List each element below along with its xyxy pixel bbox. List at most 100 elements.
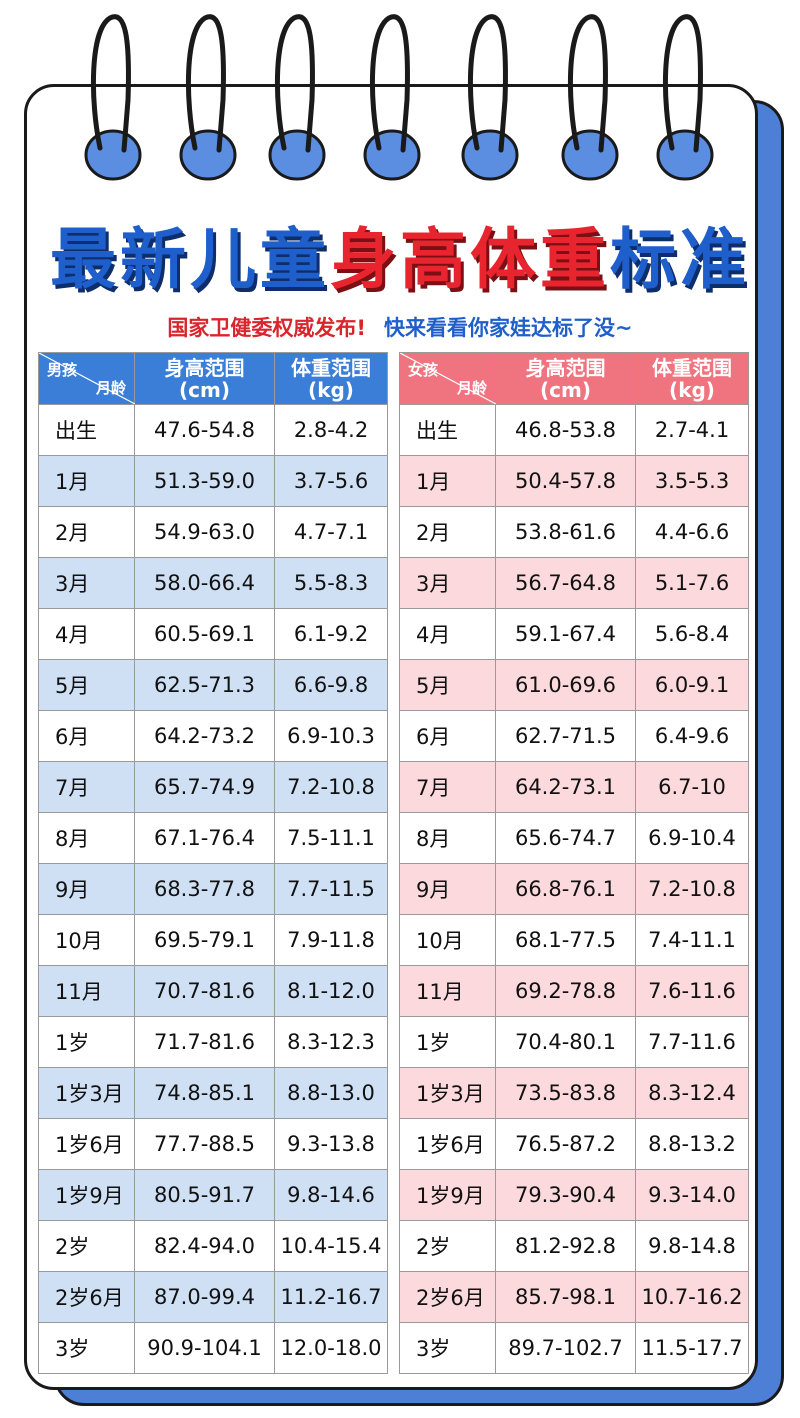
height-cell: 90.9-104.1 <box>134 1322 275 1374</box>
table-row: 11月 69.2-78.8 7.6-11.6 <box>399 965 749 1017</box>
weight-cell: 6.0-9.1 <box>635 659 749 711</box>
height-cell: 71.7-81.6 <box>134 1016 275 1068</box>
weight-cell: 6.1-9.2 <box>274 608 388 660</box>
weight-cell: 12.0-18.0 <box>274 1322 388 1374</box>
table-row: 6月 62.7-71.5 6.4-9.6 <box>399 710 749 762</box>
age-cell: 1岁6月 <box>399 1118 496 1170</box>
height-cell: 64.2-73.1 <box>495 761 636 813</box>
weight-cell: 7.4-11.1 <box>635 914 749 966</box>
table-row: 7月 64.2-73.1 6.7-10 <box>399 761 749 813</box>
height-cell: 70.7-81.6 <box>134 965 275 1017</box>
height-cell: 62.5-71.3 <box>134 659 275 711</box>
height-cell: 81.2-92.8 <box>495 1220 636 1272</box>
weight-cell: 7.9-11.8 <box>274 914 388 966</box>
height-cell: 67.1-76.4 <box>134 812 275 864</box>
age-cell: 3月 <box>38 557 135 609</box>
weight-cell: 8.8-13.0 <box>274 1067 388 1119</box>
height-cell: 60.5-69.1 <box>134 608 275 660</box>
height-cell: 76.5-87.2 <box>495 1118 636 1170</box>
age-cell: 4月 <box>38 608 135 660</box>
binder-ring-icon <box>461 14 519 181</box>
height-cell: 47.6-54.8 <box>134 404 275 456</box>
age-cell: 1岁 <box>38 1016 135 1068</box>
height-cell: 85.7-98.1 <box>495 1271 636 1323</box>
weight-cell: 3.5-5.3 <box>635 455 749 507</box>
subtitle-left: 国家卫健委权威发布! <box>167 316 366 340</box>
subtitle: 国家卫健委权威发布! 快来看看你家娃达标了没~ <box>0 312 800 342</box>
table-row: 7月 65.7-74.9 7.2-10.8 <box>38 761 388 813</box>
age-cell: 1月 <box>399 455 496 507</box>
boys-weight-unit: (kg) <box>308 377 354 402</box>
weight-cell: 2.7-4.1 <box>635 404 749 456</box>
height-cell: 46.8-53.8 <box>495 404 636 456</box>
table-row: 3月 58.0-66.4 5.5-8.3 <box>38 557 388 609</box>
age-cell: 1月 <box>38 455 135 507</box>
weight-cell: 6.9-10.4 <box>635 812 749 864</box>
height-cell: 61.0-69.6 <box>495 659 636 711</box>
age-cell: 1岁3月 <box>38 1067 135 1119</box>
height-cell: 56.7-64.8 <box>495 557 636 609</box>
table-row: 1岁9月 80.5-91.7 9.8-14.6 <box>38 1169 388 1221</box>
weight-cell: 8.1-12.0 <box>274 965 388 1017</box>
height-cell: 87.0-99.4 <box>134 1271 275 1323</box>
binder-ring-icon <box>561 14 619 181</box>
weight-cell: 3.7-5.6 <box>274 455 388 507</box>
height-cell: 65.7-74.9 <box>134 761 275 813</box>
table-row: 10月 68.1-77.5 7.4-11.1 <box>399 914 749 966</box>
age-cell: 出生 <box>38 404 135 456</box>
table-row: 5月 61.0-69.6 6.0-9.1 <box>399 659 749 711</box>
weight-cell: 5.5-8.3 <box>274 557 388 609</box>
table-row: 5月 62.5-71.3 6.6-9.8 <box>38 659 388 711</box>
weight-cell: 4.4-6.6 <box>635 506 749 558</box>
height-cell: 89.7-102.7 <box>495 1322 636 1374</box>
table-row: 2月 53.8-61.6 4.4-6.6 <box>399 506 749 558</box>
height-cell: 58.0-66.4 <box>134 557 275 609</box>
boys-height-header: 身高范围 (cm) <box>134 352 275 405</box>
table-row: 9月 68.3-77.8 7.7-11.5 <box>38 863 388 915</box>
height-cell: 66.8-76.1 <box>495 863 636 915</box>
age-cell: 1岁9月 <box>38 1169 135 1221</box>
age-cell: 2岁6月 <box>399 1271 496 1323</box>
age-cell: 8月 <box>399 812 496 864</box>
height-cell: 54.9-63.0 <box>134 506 275 558</box>
age-cell: 3岁 <box>38 1322 135 1374</box>
height-cell: 53.8-61.6 <box>495 506 636 558</box>
girls-height-header-label: 身高范围 <box>525 355 606 380</box>
height-cell: 73.5-83.8 <box>495 1067 636 1119</box>
weight-cell: 7.2-10.8 <box>635 863 749 915</box>
table-row: 9月 66.8-76.1 7.2-10.8 <box>399 863 749 915</box>
boys-weight-header-label: 体重范围 <box>291 355 371 380</box>
age-cell: 1岁9月 <box>399 1169 496 1221</box>
table-row: 1岁6月 77.7-88.5 9.3-13.8 <box>38 1118 388 1170</box>
table-row: 1岁6月 76.5-87.2 8.8-13.2 <box>399 1118 749 1170</box>
height-cell: 80.5-91.7 <box>134 1169 275 1221</box>
weight-cell: 11.5-17.7 <box>635 1322 749 1374</box>
table-row: 8月 67.1-76.4 7.5-11.1 <box>38 812 388 864</box>
weight-cell: 9.8-14.8 <box>635 1220 749 1272</box>
weight-cell: 6.9-10.3 <box>274 710 388 762</box>
age-cell: 10月 <box>399 914 496 966</box>
age-cell: 3岁 <box>399 1322 496 1374</box>
weight-cell: 10.7-16.2 <box>635 1271 749 1323</box>
binder-ring-icon <box>84 14 142 181</box>
diagonal-line-icon <box>400 353 496 404</box>
table-row: 1月 51.3-59.0 3.7-5.6 <box>38 455 388 507</box>
table-row: 1岁3月 73.5-83.8 8.3-12.4 <box>399 1067 749 1119</box>
table-row: 10月 69.5-79.1 7.9-11.8 <box>38 914 388 966</box>
height-cell: 65.6-74.7 <box>495 812 636 864</box>
page-title: 最新儿童身高体重标准 <box>0 220 800 300</box>
weight-cell: 6.6-9.8 <box>274 659 388 711</box>
boys-header-row: 男孩 月龄 身高范围 (cm) 体重范围 (kg) <box>38 352 388 405</box>
boys-table: 男孩 月龄 身高范围 (cm) 体重范围 (kg) 出生 47.6-54.8 2.8-4… <box>38 352 388 1374</box>
boys-age-label: 月龄 <box>95 379 126 397</box>
girls-table: 女孩 月龄 身高范围 (cm) 体重范围 (kg) 出生 46.8-53.8 2.7-4… <box>399 352 749 1374</box>
age-cell: 6月 <box>399 710 496 762</box>
girls-weight-header-label: 体重范围 <box>652 355 732 380</box>
height-cell: 68.3-77.8 <box>134 863 275 915</box>
height-cell: 74.8-85.1 <box>134 1067 275 1119</box>
age-cell: 1岁 <box>399 1016 496 1068</box>
age-cell: 2月 <box>38 506 135 558</box>
weight-cell: 10.4-15.4 <box>274 1220 388 1272</box>
binder-ring-icon <box>179 14 237 181</box>
subtitle-right: 快来看看你家娃达标了没~ <box>383 316 633 340</box>
